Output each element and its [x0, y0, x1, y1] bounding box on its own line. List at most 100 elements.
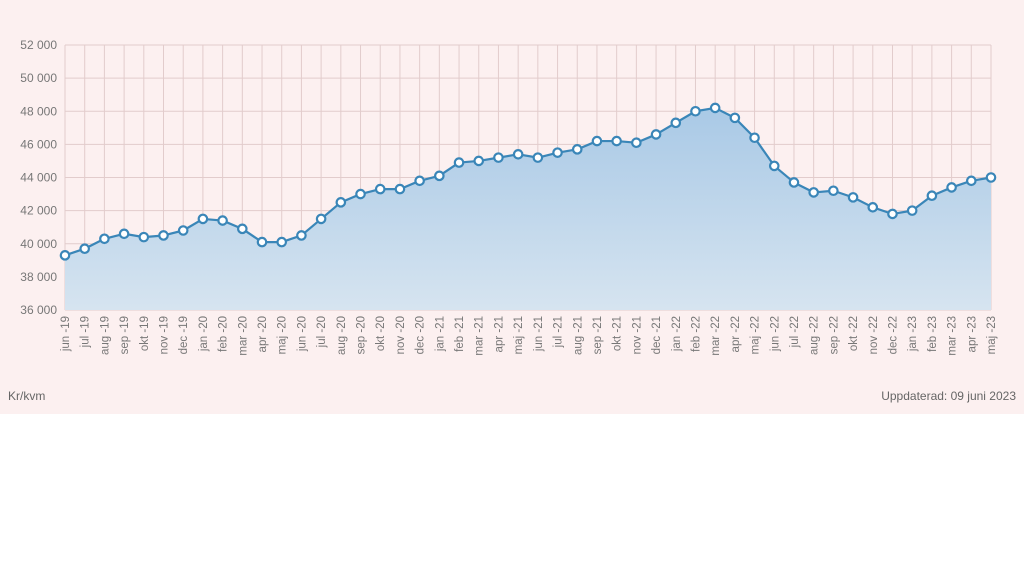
data-point[interactable]	[768, 160, 780, 172]
x-tick-label: nov -22	[868, 316, 880, 354]
y-tick-label: 46 000	[20, 137, 57, 151]
data-point[interactable]	[414, 175, 425, 187]
data-point[interactable]	[611, 135, 622, 147]
updated-label: Uppdaterad: 09 juni 2023	[881, 389, 1016, 403]
x-tick-label: mar -20	[237, 316, 249, 356]
data-point[interactable]	[118, 228, 130, 240]
x-tick-label: feb -23	[927, 316, 939, 352]
data-point[interactable]	[197, 213, 209, 225]
x-tick-label: okt -20	[375, 316, 387, 351]
x-tick-label: apr -23	[966, 316, 978, 352]
x-tick-label: feb -22	[690, 316, 702, 352]
x-tick-label: dec -19	[178, 316, 190, 354]
data-point[interactable]	[296, 230, 307, 241]
x-tick-label: mar -22	[710, 316, 722, 356]
y-tick-label: 38 000	[20, 270, 57, 284]
data-point[interactable]	[591, 135, 603, 147]
x-tick-label: maj -23	[986, 316, 998, 354]
x-tick-label: nov -21	[631, 316, 643, 354]
x-tick-label: jun -22	[769, 316, 781, 352]
x-tick-label: jun -21	[533, 316, 545, 352]
data-point[interactable]	[867, 202, 879, 213]
data-point[interactable]	[158, 230, 169, 241]
data-point[interactable]	[453, 157, 465, 168]
y-tick-label: 52 000	[20, 38, 57, 52]
x-tick-label: sep -21	[592, 316, 604, 354]
data-point[interactable]	[138, 231, 150, 243]
data-point[interactable]	[256, 236, 268, 248]
data-point[interactable]	[906, 205, 918, 216]
data-point[interactable]	[374, 183, 386, 195]
data-points	[59, 102, 997, 261]
data-point[interactable]	[276, 236, 288, 248]
y-tick-label: 36 000	[20, 303, 57, 317]
price-chart: 36 000 38 000 40 000 42 000 44 000 46 000 48 0…	[20, 38, 998, 356]
data-point[interactable]	[729, 112, 741, 124]
y-tick-label: 42 000	[20, 204, 57, 218]
data-point[interactable]	[335, 197, 347, 208]
x-tick-label: jul -19	[80, 316, 92, 348]
x-tick-label: apr -20	[257, 316, 269, 352]
x-tick-label: okt -22	[848, 316, 860, 351]
x-tick-label: apr -22	[730, 316, 742, 352]
data-point[interactable]	[985, 172, 997, 183]
x-tick-label: aug -21	[572, 316, 584, 355]
area-path	[65, 107, 991, 310]
data-point[interactable]	[650, 129, 662, 140]
x-tick-label: maj -22	[750, 316, 762, 354]
data-point[interactable]	[473, 155, 485, 167]
data-point[interactable]	[217, 215, 228, 226]
data-point[interactable]	[788, 177, 800, 188]
x-tick-label: dec -20	[415, 316, 427, 354]
data-point[interactable]	[552, 147, 563, 158]
data-point[interactable]	[315, 213, 327, 225]
x-tick-label: mar -23	[947, 316, 959, 356]
data-point[interactable]	[532, 152, 544, 163]
x-tick-label: jan -23	[907, 316, 919, 352]
x-tick-label: feb -20	[218, 316, 230, 352]
data-point[interactable]	[709, 102, 721, 114]
data-point[interactable]	[394, 183, 406, 195]
data-point[interactable]	[965, 175, 977, 187]
x-tick-label: feb -21	[454, 316, 466, 352]
data-point[interactable]	[828, 185, 839, 197]
x-axis-ticks: jun -19 jul -19 aug -19 sep -19 okt -19 nov -…	[60, 316, 998, 356]
data-point[interactable]	[79, 243, 91, 255]
x-tick-label: dec -22	[887, 316, 899, 354]
data-point[interactable]	[690, 105, 701, 117]
data-point[interactable]	[434, 170, 445, 182]
data-point[interactable]	[59, 250, 71, 261]
x-tick-label: sep -19	[119, 316, 131, 354]
x-tick-label: nov -19	[159, 316, 171, 354]
data-point[interactable]	[99, 233, 110, 245]
data-point[interactable]	[493, 152, 504, 163]
data-point[interactable]	[670, 117, 682, 129]
data-point[interactable]	[571, 144, 583, 155]
data-point[interactable]	[847, 192, 859, 203]
x-tick-label: sep -22	[828, 316, 840, 354]
data-point[interactable]	[512, 149, 524, 160]
data-point[interactable]	[177, 225, 189, 236]
data-point[interactable]	[237, 223, 248, 235]
y-tick-label: 48 000	[20, 104, 57, 118]
x-tick-label: apr -21	[493, 316, 505, 352]
x-tick-label: okt -21	[612, 316, 624, 351]
x-tick-label: jun -20	[296, 316, 308, 352]
data-point[interactable]	[749, 132, 760, 144]
x-tick-label: dec -21	[651, 316, 663, 354]
data-point[interactable]	[355, 188, 366, 200]
x-tick-label: jul -20	[316, 316, 328, 348]
x-tick-label: mar -21	[474, 316, 486, 356]
x-tick-label: maj -21	[513, 316, 525, 354]
x-tick-label: jan -20	[198, 316, 210, 352]
y-tick-label: 40 000	[20, 237, 57, 251]
data-point[interactable]	[887, 208, 898, 220]
data-point[interactable]	[946, 182, 957, 193]
chart-panel: 36 000 38 000 40 000 42 000 44 000 46 000 48 0…	[0, 0, 1024, 414]
x-tick-label: jan -22	[671, 316, 683, 352]
data-point[interactable]	[808, 187, 819, 198]
x-tick-label: aug -22	[809, 316, 821, 355]
unit-label: Kr/kvm	[8, 389, 46, 403]
data-point[interactable]	[631, 137, 642, 149]
data-point[interactable]	[926, 190, 938, 202]
